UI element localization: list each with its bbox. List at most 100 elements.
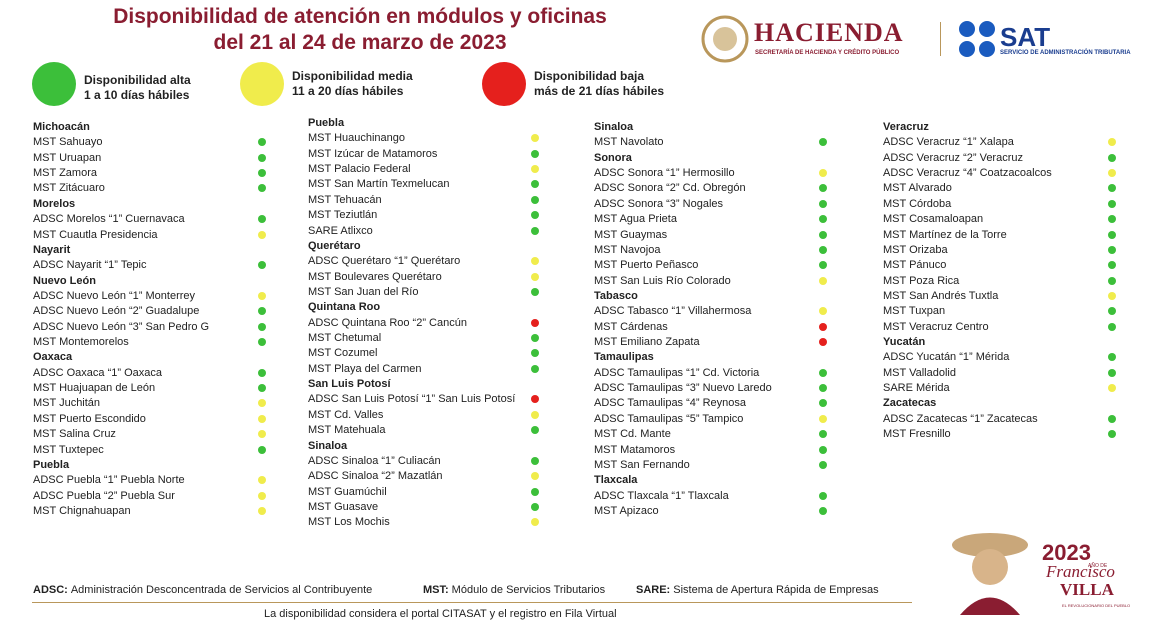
- office-name: MST Izúcar de Matamoros: [308, 147, 438, 160]
- availability-dot: [531, 472, 539, 481]
- badge-year: 2023: [1042, 540, 1091, 565]
- availability-dot: [258, 138, 266, 147]
- availability-dot: [258, 476, 266, 485]
- office-name: MST Puerto Peñasco: [594, 259, 699, 272]
- availability-dot: [531, 334, 539, 343]
- state-heading: Yucatán: [883, 336, 926, 349]
- availability-dot: [258, 261, 266, 270]
- office-name: MST Guamúchil: [308, 485, 387, 498]
- sat-icon: [959, 21, 995, 57]
- availability-dot: [531, 195, 539, 204]
- availability-dot: [258, 169, 266, 178]
- office-name: MST Apizaco: [594, 505, 659, 517]
- office-name: ADSC Oaxaca “1” Oaxaca: [33, 366, 162, 379]
- availability-dot: [258, 414, 266, 423]
- office-name: ADSC Tamaulipas “1” Cd. Victoria: [594, 366, 760, 379]
- sat-sub: SERVICIO DE ADMINISTRACIÓN TRIBUTARIA: [1000, 50, 1131, 56]
- state-heading: Zacatecas: [883, 397, 937, 410]
- office-name: MST Cd. Mante: [594, 428, 671, 441]
- office-name: ADSC Nuevo León “3” San Pedro G: [33, 320, 210, 333]
- office-name: ADSC Sonora “3” Nogales: [594, 197, 724, 210]
- office-name: MST San Martín Texmelucan: [308, 178, 450, 191]
- availability-dot: [819, 430, 827, 439]
- availability-dot: [819, 445, 827, 454]
- availability-dot: [1108, 184, 1116, 193]
- availability-dot: [1108, 368, 1116, 377]
- office-name: MST Cozumel: [308, 347, 378, 360]
- office-name: MST Matehuala: [308, 424, 386, 437]
- availability-dot: [531, 349, 539, 358]
- availability-dot: [819, 414, 827, 423]
- state-heading: Puebla: [308, 117, 345, 129]
- office-name: ADSC Zacatecas “1” Zacatecas: [883, 412, 1038, 425]
- office-name: ADSC Puebla “1” Puebla Norte: [33, 474, 185, 487]
- office-name: ADSC Tamaulipas “4” Reynosa: [594, 397, 747, 410]
- state-heading: Quintana Roo: [308, 301, 381, 314]
- availability-dot: [531, 180, 539, 189]
- title: del 21 al 24 de marzo de 2023: [213, 31, 507, 54]
- availability-dot: [819, 230, 827, 239]
- office-name: MST Alvarado: [883, 182, 952, 195]
- availability-dot: [258, 153, 266, 162]
- availability-dot: [531, 211, 539, 220]
- office-name: MST Los Mochis: [308, 516, 390, 529]
- office-name: ADSC Morelos “1” Cuernavaca: [33, 213, 185, 226]
- state-heading: Sinaloa: [594, 121, 634, 133]
- legend-dot: [32, 62, 76, 106]
- availability-dot: [258, 430, 266, 439]
- office-name: MST Guaymas: [594, 228, 668, 241]
- office-name: MST Chignahuapan: [33, 505, 131, 517]
- office-name: MST Sahuayo: [33, 136, 103, 149]
- office-name: MST Tehuacán: [308, 193, 382, 206]
- availability-dot: [531, 287, 539, 296]
- legend-dot: [482, 62, 526, 106]
- availability-dot: [1108, 138, 1116, 147]
- availability-dot: [531, 165, 539, 174]
- availability-dot: [819, 138, 827, 147]
- office-name: MST Córdoba: [883, 197, 952, 210]
- availability-dot: [531, 410, 539, 419]
- availability-dot: [531, 426, 539, 435]
- office-name: MST Matamoros: [594, 443, 676, 456]
- office-name: ADSC Sonora “1” Hermosillo: [594, 167, 735, 180]
- availability-dot: [531, 518, 539, 527]
- availability-dot: [258, 445, 266, 454]
- office-name: ADSC Tabasco “1” Villahermosa: [594, 305, 752, 318]
- office-name: ADSC Sonora “2” Cd. Obregón: [594, 182, 746, 195]
- sat-logo: SAT: [1000, 22, 1051, 52]
- hacienda-logo: HACIENDA: [754, 18, 904, 47]
- availability-dot: [1108, 322, 1116, 331]
- office-name: ADSC Sinaloa “2” Mazatlán: [308, 470, 443, 483]
- legend-title: Disponibilidad baja: [534, 69, 645, 83]
- office-name: ADSC Yucatán “1” Mérida: [883, 351, 1010, 364]
- availability-dot: [531, 318, 539, 327]
- legend-subtitle: 1 a 10 días hábiles: [84, 88, 190, 102]
- availability-dot: [819, 491, 827, 500]
- office-name: MST Martínez de la Torre: [883, 228, 1007, 241]
- office-name: ADSC Veracruz “1” Xalapa: [883, 136, 1014, 149]
- office-name: ADSC Veracruz “4” Coatzacoalcos: [883, 167, 1052, 180]
- office-name: MST Veracruz Centro: [883, 320, 989, 333]
- availability-dot: [1108, 414, 1116, 423]
- office-name: MST San Luis Río Colorado: [594, 274, 731, 287]
- office-name: ADSC Nayarit “1” Tepic: [33, 259, 147, 272]
- availability-dot: [819, 399, 827, 408]
- definition: Módulo de Servicios Tributarios: [451, 584, 606, 596]
- definition: Administración Desconcentrada de Servici…: [70, 584, 373, 596]
- state-heading: Sonora: [594, 151, 632, 164]
- availability-dot: [819, 199, 827, 208]
- office-name: MST Navojoa: [594, 243, 661, 256]
- office-name: MST Orizaba: [883, 243, 948, 256]
- availability-dot: [258, 399, 266, 408]
- availability-dot: [531, 257, 539, 266]
- office-name: MST Puerto Escondido: [33, 412, 146, 425]
- availability-dot: [531, 503, 539, 511]
- availability-dot: [531, 487, 539, 496]
- availability-dot: [1108, 307, 1116, 316]
- availability-dot: [258, 307, 266, 316]
- office-name: MST Teziutlán: [308, 209, 378, 222]
- availability-dot: [819, 368, 827, 377]
- availability-dot: [258, 507, 266, 515]
- definition: Sistema de Apertura Rápida de Empresas: [673, 584, 879, 596]
